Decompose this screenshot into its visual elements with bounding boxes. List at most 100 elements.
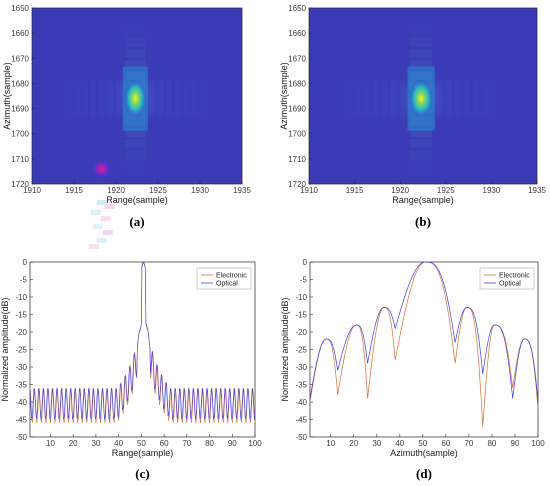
range-sidelobe	[165, 80, 173, 117]
artifact-spot	[91, 158, 112, 179]
y-tick-label: 0	[23, 258, 28, 267]
artifact-speckle	[96, 238, 107, 243]
x-tick-label: 1920	[391, 186, 409, 195]
y-tick-label: -50	[15, 433, 27, 442]
artifact-speckle	[100, 216, 111, 221]
x-tick-label: 1910	[23, 186, 41, 195]
range-sidelobe	[490, 81, 497, 117]
x-axis-label: Range(sample)	[112, 448, 174, 458]
x-tick-label: 1935	[233, 186, 251, 195]
y-tick-label: 1650	[288, 4, 306, 13]
range-sidelobe	[98, 80, 106, 117]
x-tick-label: 70	[182, 439, 191, 448]
chart-heatmap-a: 1910 1915 1920 1925 1930 1935 1650 1660 1670 1680…	[2, 4, 251, 249]
artifact-speckle	[90, 210, 101, 215]
y-tick-label: 1690	[11, 105, 29, 114]
y-tick-label: 1670	[288, 54, 306, 63]
x-tick-label: 70	[464, 439, 473, 448]
range-sidelobe	[106, 80, 114, 117]
y-tick-label: 0	[303, 258, 308, 267]
artifact-speckle	[88, 244, 99, 249]
y-tick-label: 1650	[11, 4, 29, 13]
legend-label-optical: Optical	[216, 281, 238, 288]
x-tick-label: 1920	[107, 186, 125, 195]
x-tick-label: 1925	[437, 186, 455, 195]
legend-label-optical: Optical	[499, 281, 521, 288]
y-tick-label: -45	[295, 416, 307, 425]
y-tick-label: -5	[20, 276, 28, 285]
chart-line-azimuth: 10 20 30 40 50 60 70 80 90 100 0 -5 -10 -15 -20 -25 -30 -…	[280, 258, 545, 481]
x-tick-label: 80	[205, 439, 214, 448]
x-tick-label: 60	[160, 439, 169, 448]
x-tick-label: 60	[441, 439, 450, 448]
plot-frame	[308, 7, 538, 185]
y-tick-label: 1710	[11, 155, 29, 164]
range-sidelobe	[199, 81, 206, 117]
x-tick-label: 90	[228, 439, 237, 448]
y-tick-label: 1660	[11, 29, 29, 38]
y-tick-label: -20	[295, 328, 307, 337]
plot-frame	[31, 7, 243, 185]
azimuth-sidelobe	[410, 150, 433, 160]
y-tick-label: 1670	[11, 54, 29, 63]
range-sidelobe	[444, 80, 453, 117]
range-sidelobe	[73, 80, 80, 117]
y-tick-label: 1660	[288, 29, 306, 38]
azimuth-sidelobe	[125, 139, 146, 149]
legend-box	[196, 267, 252, 290]
legend-label-electronic: Electronic	[216, 273, 247, 280]
x-axis-label: Azimuth(sample)	[390, 448, 458, 458]
x-axis-label: Range(sample)	[392, 195, 454, 205]
y-tick-label: -35	[15, 381, 27, 390]
y-tick-label: 1680	[288, 79, 306, 88]
y-tick-label: 1720	[11, 180, 29, 189]
range-sidelobe	[89, 80, 97, 117]
chart-heatmap-b: 1910 1915 1920 1925 1930 1935 1650 1660 1670 1680…	[279, 4, 546, 229]
x-tick-label: 10	[46, 439, 55, 448]
range-sidelobe	[362, 80, 371, 117]
chart-line-range: 10 20 30 40 50 60 70 80 90 100 0 -5 -10 -15 -20 -25 -30 -…	[0, 258, 262, 481]
artifact-speckle	[104, 204, 115, 209]
target-peak	[408, 78, 434, 119]
y-tick-label: -40	[295, 398, 307, 407]
range-sidelobe	[390, 80, 398, 117]
y-tick-label: -20	[15, 328, 27, 337]
y-tick-label: -35	[295, 381, 307, 390]
azimuth-sidelobe	[125, 37, 146, 47]
x-tick-label: 20	[69, 439, 78, 448]
range-sidelobe	[345, 81, 352, 117]
y-tick-label: -25	[15, 346, 27, 355]
range-sidelobe	[381, 80, 389, 117]
x-tick-label: 30	[372, 439, 381, 448]
x-tick-label: 1925	[149, 186, 167, 195]
azimuth-sidelobe	[125, 162, 146, 171]
azimuth-sidelobe	[125, 26, 146, 36]
artifact-speckle	[102, 230, 113, 235]
panel-label: (a)	[129, 214, 144, 229]
y-tick-label: -10	[15, 293, 27, 302]
x-tick-label: 1910	[300, 186, 318, 195]
series-line-optical	[309, 261, 539, 403]
y-tick-label: 1680	[11, 79, 29, 88]
y-tick-label: 1710	[288, 155, 306, 164]
range-sidelobe	[472, 80, 480, 117]
azimuth-sidelobe	[125, 48, 146, 58]
range-sidelobe	[173, 80, 181, 117]
x-tick-label: 1930	[483, 186, 501, 195]
y-tick-label: 1700	[11, 130, 29, 139]
legend-box	[479, 267, 535, 290]
y-tick-label: 1700	[288, 130, 306, 139]
x-tick-label: 30	[91, 439, 100, 448]
range-sidelobe	[190, 80, 198, 117]
panel-label: (c)	[135, 466, 149, 481]
x-tick-label: 50	[418, 439, 427, 448]
range-sidelobe	[182, 80, 190, 117]
range-sidelobe	[463, 80, 471, 117]
azimuth-sidelobe	[410, 162, 433, 171]
x-tick-label: 1915	[346, 186, 364, 195]
y-tick-label: -45	[15, 416, 27, 425]
y-tick-label: 1690	[288, 105, 306, 114]
x-tick-label: 50	[137, 439, 146, 448]
y-axis-label: Normalized amplitude(dB)	[0, 297, 10, 401]
